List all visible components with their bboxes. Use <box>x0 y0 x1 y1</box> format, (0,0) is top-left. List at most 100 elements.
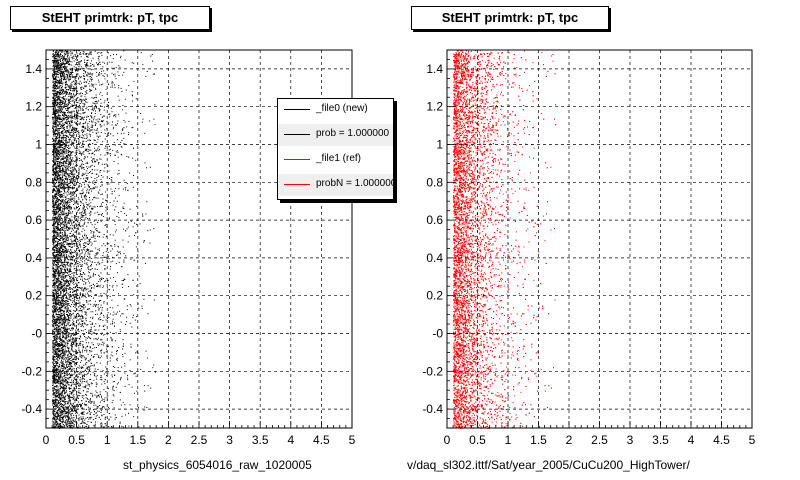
scatter-point <box>55 368 57 370</box>
scatter-point <box>101 309 103 311</box>
scatter-point <box>58 59 60 61</box>
scatter-point <box>114 340 116 342</box>
scatter-point <box>59 145 61 147</box>
scatter-point <box>68 351 70 353</box>
scatter-point <box>70 373 72 375</box>
scatter-point <box>58 114 60 116</box>
scatter-point <box>60 312 62 314</box>
scatter-point <box>103 316 105 318</box>
scatter-point <box>60 362 62 364</box>
scatter-point <box>55 407 57 409</box>
scatter-point <box>58 58 60 60</box>
scatter-point <box>56 386 58 388</box>
scatter-point <box>55 395 57 397</box>
scatter-point <box>53 114 55 115</box>
scatter-point <box>64 148 66 150</box>
scatter-point <box>87 259 89 261</box>
scatter-point <box>54 185 56 187</box>
scatter-point <box>84 195 86 197</box>
scatter-point <box>113 390 115 391</box>
scatter-point <box>52 303 54 305</box>
scatter-point <box>77 217 79 219</box>
scatter-point <box>109 145 110 147</box>
scatter-point <box>143 298 145 300</box>
scatter-point <box>64 157 66 159</box>
scatter-point <box>77 323 79 325</box>
scatter-point <box>57 226 59 228</box>
scatter-point <box>86 362 88 363</box>
scatter-point <box>84 323 86 325</box>
scatter-point <box>57 123 59 125</box>
scatter-point <box>109 268 111 270</box>
scatter-point <box>57 200 59 202</box>
scatter-point <box>58 54 60 56</box>
scatter-point <box>62 78 64 80</box>
scatter-point <box>93 231 95 233</box>
scatter-point <box>79 233 81 235</box>
scatter-point <box>61 343 62 345</box>
scatter-point <box>79 137 81 138</box>
scatter-point <box>63 136 65 138</box>
scatter-point <box>54 224 56 226</box>
scatter-point <box>75 296 77 298</box>
scatter-point <box>66 183 68 185</box>
scatter-point <box>117 71 119 73</box>
scatter-point <box>64 281 66 283</box>
scatter-point <box>92 97 94 99</box>
scatter-point <box>62 289 64 291</box>
scatter-point <box>63 171 65 173</box>
scatter-point <box>67 141 69 143</box>
scatter-point <box>70 276 72 278</box>
scatter-point <box>57 301 59 303</box>
scatter-point <box>72 76 74 78</box>
scatter-point <box>68 212 70 214</box>
scatter-point <box>116 150 118 152</box>
scatter-point <box>52 385 54 386</box>
scatter-point <box>93 303 95 305</box>
scatter-points <box>52 50 156 429</box>
scatter-point <box>78 239 80 241</box>
scatter-point <box>63 247 65 249</box>
scatter-point <box>97 131 99 133</box>
scatter-point <box>54 264 56 266</box>
scatter-point <box>74 216 76 218</box>
scatter-point <box>152 367 154 369</box>
scatter-point <box>65 177 67 179</box>
scatter-point <box>56 210 58 212</box>
scatter-point <box>91 74 93 76</box>
scatter-point <box>64 246 66 247</box>
scatter-point <box>58 106 60 108</box>
scatter-point <box>59 103 61 105</box>
scatter-point <box>62 114 63 116</box>
scatter-point <box>100 175 102 176</box>
scatter-point <box>94 150 95 152</box>
scatter-point <box>73 93 74 95</box>
scatter-point <box>81 219 82 221</box>
scatter-point <box>106 217 108 219</box>
scatter-point <box>153 118 155 120</box>
scatter-point <box>54 320 56 322</box>
scatter-point <box>114 245 116 247</box>
scatter-point <box>58 353 59 355</box>
scatter-point <box>73 176 75 178</box>
scatter-point <box>69 293 71 295</box>
scatter-point <box>88 240 90 241</box>
scatter-point <box>67 262 69 264</box>
scatter-point <box>63 119 65 121</box>
scatter-point <box>56 174 58 176</box>
scatter-point <box>57 62 59 64</box>
scatter-point <box>79 292 81 294</box>
scatter-point <box>115 386 117 388</box>
scatter-point <box>107 312 109 314</box>
scatter-point <box>76 119 78 121</box>
scatter-point <box>65 241 67 243</box>
scatter-point <box>56 164 58 166</box>
scatter-point <box>52 240 54 242</box>
scatter-point <box>53 152 55 154</box>
scatter-point <box>53 97 55 99</box>
scatter-point <box>89 238 91 240</box>
scatter-point <box>102 236 104 238</box>
scatter-point <box>95 294 97 296</box>
scatter-point <box>66 94 68 95</box>
scatter-point <box>90 328 92 330</box>
